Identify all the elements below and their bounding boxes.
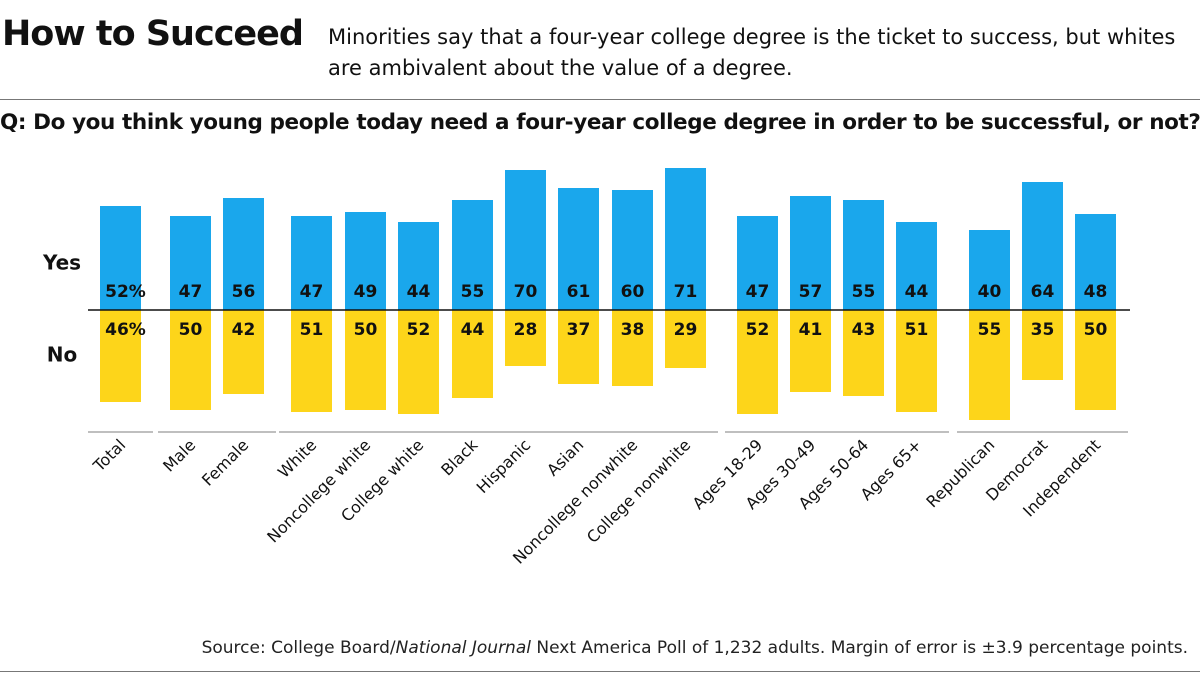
bar-no: [612, 310, 653, 386]
series-label-no: No: [47, 343, 77, 367]
x-tick-label: Republican: [922, 435, 998, 511]
data-label-yes: 70: [514, 282, 538, 302]
data-label-yes: 48: [1084, 282, 1108, 302]
bar-yes: [398, 222, 439, 310]
data-label-yes: 60: [621, 282, 645, 302]
bar-yes: [969, 230, 1010, 310]
data-label-no: 29: [674, 320, 698, 340]
bar-no: [398, 310, 439, 414]
data-label-no: 38: [621, 320, 645, 340]
bar-yes: [452, 200, 493, 310]
x-tick-label: Total: [89, 435, 130, 476]
bar-no: [345, 310, 386, 410]
bar-yes: [345, 212, 386, 310]
data-label-no: 55: [978, 320, 1002, 340]
bar-yes: [291, 216, 332, 310]
bar-yes: [1075, 214, 1116, 310]
data-label-yes: 57: [799, 282, 823, 302]
x-tick-label: White: [274, 435, 320, 481]
bar-no: [790, 310, 831, 392]
data-label-no: 37: [567, 320, 591, 340]
top-divider: [0, 99, 1200, 100]
bar-yes: [505, 170, 546, 310]
data-label-yes: 64: [1031, 282, 1055, 302]
source-note: Source: College Board/National Journal N…: [202, 638, 1188, 658]
data-label-no: 50: [354, 320, 378, 340]
bar-no: [737, 310, 778, 414]
data-label-no: 52: [407, 320, 431, 340]
data-label-yes: 61: [567, 282, 591, 302]
data-label-no: 46%: [105, 320, 146, 340]
chart-title: How to Succeed: [2, 14, 304, 54]
bar-no: [1022, 310, 1063, 380]
bar-no: [969, 310, 1010, 420]
bar-chart: 52% 46% 47 50 56 42 47 51 49 50 44 52 55 44 70 28 61 37 60…: [42, 168, 1130, 568]
data-label-no: 35: [1031, 320, 1055, 340]
series-label-yes: Yes: [42, 251, 81, 275]
x-tick-label: Hispanic: [473, 435, 535, 497]
source-publication: National Journal: [395, 638, 531, 658]
bar-no: [1075, 310, 1116, 410]
bar-no: [452, 310, 493, 398]
data-label-yes: 44: [407, 282, 431, 302]
bar-no: [558, 310, 599, 384]
data-label-no: 51: [905, 320, 929, 340]
bar-no: [896, 310, 937, 412]
bar-yes: [843, 200, 884, 310]
data-label-no: 44: [461, 320, 485, 340]
x-tick-label: Female: [198, 435, 252, 489]
data-label-no: 50: [179, 320, 203, 340]
data-label-yes: 55: [852, 282, 876, 302]
x-tick-label: College nonwhite: [583, 435, 694, 546]
bar-yes: [558, 188, 599, 310]
data-label-no: 51: [300, 320, 324, 340]
data-label-yes: 49: [354, 282, 378, 302]
bar-yes: [1022, 182, 1063, 310]
chart-subtitle: Minorities say that a four-year college …: [328, 25, 1176, 80]
data-label-yes: 47: [746, 282, 770, 302]
x-tick-label: Male: [159, 435, 199, 475]
data-label-yes: 71: [674, 282, 698, 302]
bar-no: [170, 310, 211, 410]
data-label-yes: 47: [179, 282, 203, 302]
data-label-yes: 47: [300, 282, 324, 302]
data-label-yes: 44: [905, 282, 929, 302]
data-label-yes: 56: [232, 282, 256, 302]
bar-yes: [665, 168, 706, 310]
data-label-no: 52: [746, 320, 770, 340]
bar-no: [291, 310, 332, 412]
bar-yes: [612, 190, 653, 310]
bar-no: [100, 310, 141, 402]
data-label-no: 41: [799, 320, 823, 340]
bar-no: [505, 310, 546, 366]
x-tick-label: Asian: [543, 435, 587, 479]
bar-yes: [170, 216, 211, 310]
bar-yes: [223, 198, 264, 310]
survey-question: Q: Do you think young people today need …: [0, 110, 1200, 135]
bar-no: [665, 310, 706, 368]
bar-yes: [100, 206, 141, 310]
bar-yes: [737, 216, 778, 310]
data-label-no: 42: [232, 320, 256, 340]
data-label-yes: 52%: [105, 282, 146, 302]
bar-no: [223, 310, 264, 394]
bottom-divider: [0, 671, 1200, 672]
source-suffix: Next America Poll of 1,232 adults. Margi…: [530, 638, 1188, 658]
bar-yes: [790, 196, 831, 310]
data-label-yes: 55: [461, 282, 485, 302]
x-tick-label: Black: [437, 435, 482, 480]
data-label-no: 28: [514, 320, 538, 340]
bar-no: [843, 310, 884, 396]
data-label-no: 43: [852, 320, 876, 340]
data-label-yes: 40: [978, 282, 1002, 302]
data-label-no: 50: [1084, 320, 1108, 340]
bar-yes: [896, 222, 937, 310]
source-prefix: Source: College Board/: [201, 638, 396, 658]
